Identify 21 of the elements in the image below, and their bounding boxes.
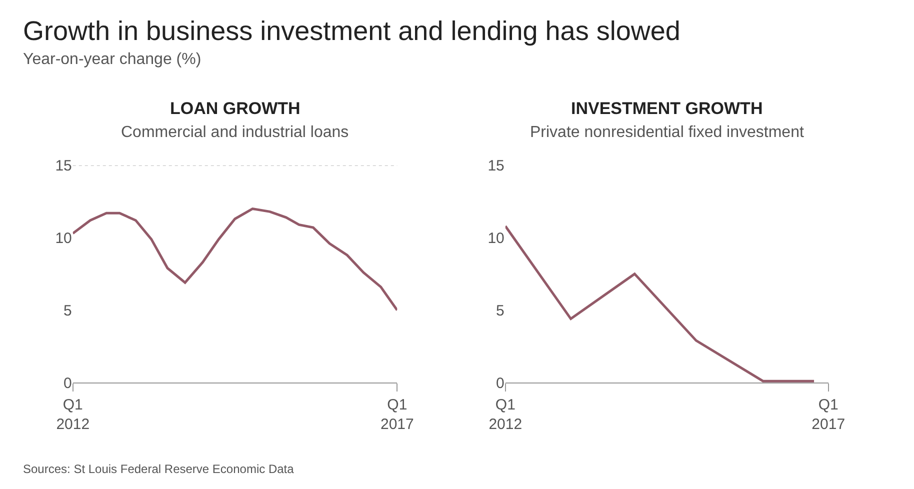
y-tick-label: 5 bbox=[64, 302, 72, 320]
x-tick-label: Q1 2017 bbox=[812, 396, 846, 434]
text: Year-on-year change (%) bbox=[23, 51, 202, 68]
chart-subtitle: Private nonresidential fixed investment bbox=[530, 124, 804, 141]
y-tick-label: 10 bbox=[488, 230, 504, 247]
chart-title: INVESTMENT GROWTH bbox=[571, 99, 763, 118]
source-note: Sources: St Louis Federal Reserve Economic Data bbox=[23, 462, 294, 476]
y-tick-label: 15 bbox=[55, 158, 72, 175]
text: Growth in business investment and lending has slowed bbox=[23, 16, 680, 46]
x-tick-label: Q1 2017 bbox=[380, 396, 414, 434]
y-tick-label: 5 bbox=[496, 302, 504, 320]
chart-title: LOAN GROWTH bbox=[170, 99, 300, 118]
y-tick-label: 0 bbox=[64, 374, 72, 392]
line-series bbox=[505, 224, 816, 382]
chart-subtitle: Commercial and industrial loans bbox=[121, 124, 349, 141]
y-tick-label: 15 bbox=[488, 158, 504, 175]
line-series bbox=[72, 208, 398, 312]
x-tick-label: Q1 2012 bbox=[488, 396, 522, 434]
x-tick-label: Q1 2012 bbox=[56, 396, 90, 434]
y-tick-label: 0 bbox=[496, 374, 504, 392]
y-tick-label: 10 bbox=[55, 230, 72, 247]
